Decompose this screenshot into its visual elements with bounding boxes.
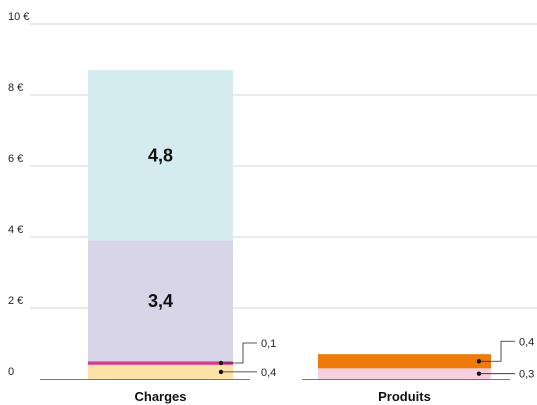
callout-value-label: 0,1: [261, 338, 276, 350]
callout-value-label: 0,3: [519, 369, 534, 381]
category-label: Produits: [378, 389, 431, 404]
callout-leader: [479, 340, 515, 362]
y-axis-ticks: 0 2 € 4 € 6 € 8 € 10 €: [8, 11, 29, 378]
y-tick-label: 8 €: [8, 82, 23, 94]
callout-value-label: 0,4: [519, 336, 534, 348]
bar-segment: [88, 364, 233, 379]
value-labels: 3,4 4,8 0,4 0,1 0,3 0,4: [148, 145, 534, 380]
bar-segment: [88, 70, 233, 241]
bar-segment: [318, 368, 491, 379]
bar-segment: [318, 354, 491, 369]
callout-value-label: 0,4: [261, 367, 276, 379]
segment-value-label: 4,8: [148, 145, 173, 165]
y-tick-label: 6 €: [8, 153, 23, 165]
segment-value-label: 3,4: [148, 291, 173, 311]
category-label: Charges: [134, 389, 186, 404]
y-tick-label: 4 €: [8, 224, 23, 236]
y-tick-label: 2 €: [8, 295, 23, 307]
y-tick-label: 0: [8, 366, 14, 378]
bar-segment: [88, 361, 233, 365]
y-tick-label: 10 €: [8, 11, 29, 23]
callout-leader: [221, 342, 257, 364]
bar-segment: [88, 240, 233, 362]
bars-layer: [40, 70, 510, 380]
category-labels: Charges Produits: [134, 389, 430, 404]
